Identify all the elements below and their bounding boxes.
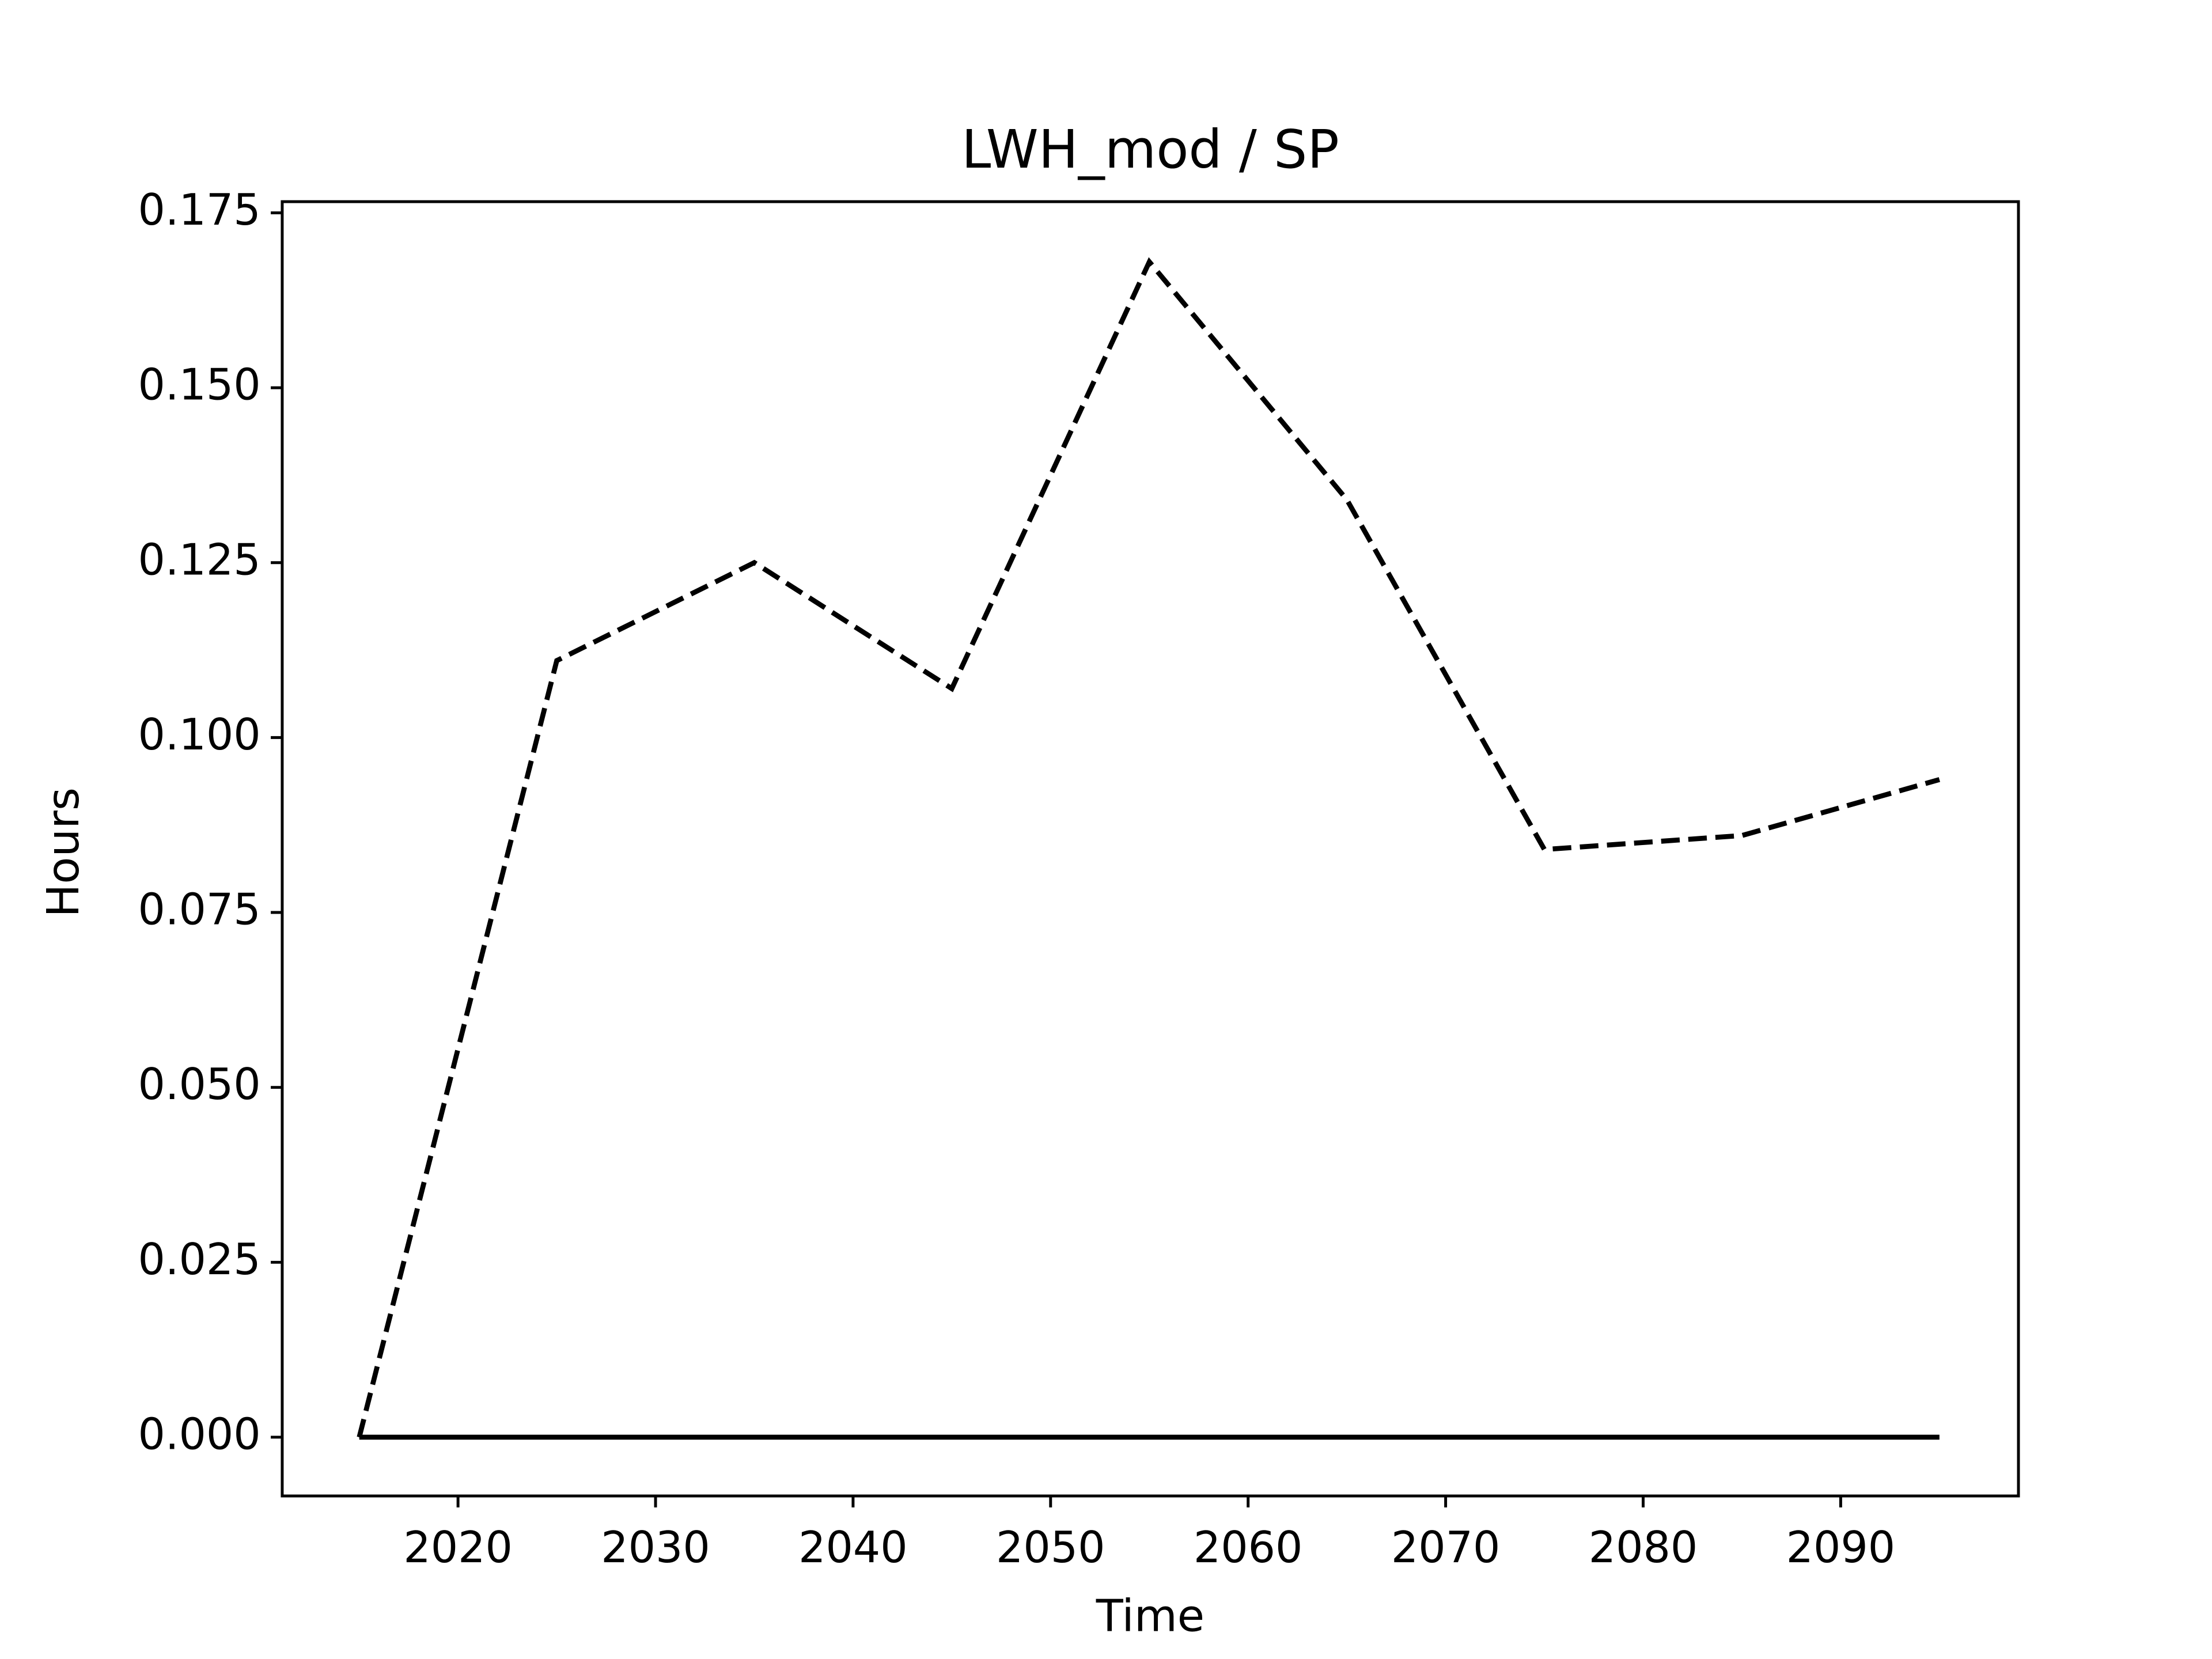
x-tick-label: 2020: [403, 1522, 513, 1573]
x-tick-label: 2070: [1391, 1522, 1501, 1573]
x-axis-label: Time: [1096, 1590, 1205, 1642]
y-tick-label: 0.175: [138, 185, 260, 235]
plot-frame: [281, 200, 2020, 1498]
x-tick-label: 2090: [1786, 1522, 1896, 1573]
x-tick-label: 2030: [601, 1522, 710, 1573]
y-axis-label: Hours: [38, 787, 89, 917]
y-tick-label: 0.000: [138, 1409, 260, 1459]
y-tick-label: 0.125: [138, 535, 260, 585]
y-tick-label: 0.075: [138, 885, 260, 935]
y-tick-label: 0.150: [138, 360, 260, 410]
x-tick-label: 2040: [798, 1522, 908, 1573]
y-tick-label: 0.025: [138, 1234, 260, 1285]
x-tick-label: 2050: [996, 1522, 1105, 1573]
line-series: [357, 257, 1941, 1438]
y-tick-label: 0.050: [138, 1059, 260, 1109]
chart-title: LWH_mod / SP: [961, 119, 1339, 180]
y-tick-label: 0.100: [138, 710, 260, 760]
x-tick-label: 2060: [1194, 1522, 1303, 1573]
x-tick-label: 2080: [1589, 1522, 1698, 1573]
